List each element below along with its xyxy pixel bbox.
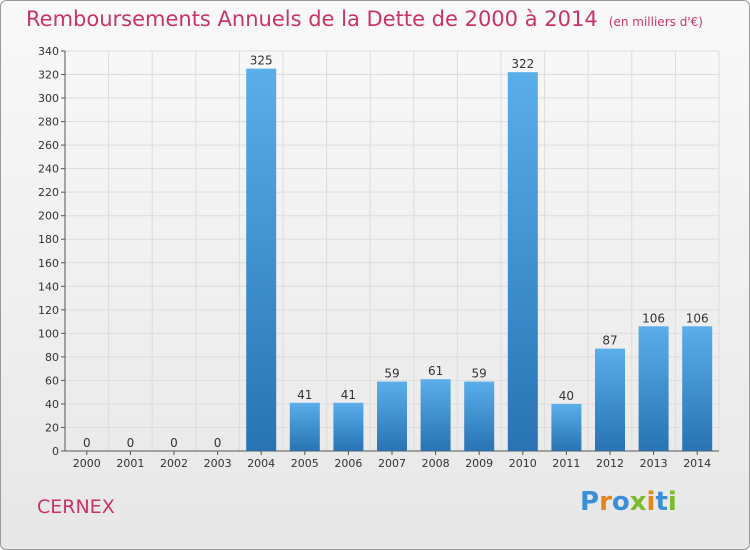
x-tick-label: 2006 xyxy=(334,457,362,470)
x-tick-label: 2012 xyxy=(596,457,624,470)
bar xyxy=(289,402,320,451)
y-tick-label: 180 xyxy=(38,233,59,246)
y-tick-label: 200 xyxy=(38,210,59,223)
y-tick-label: 120 xyxy=(38,304,59,317)
y-tick-label: 340 xyxy=(38,45,59,58)
bar xyxy=(595,348,625,451)
y-tick-label: 160 xyxy=(38,257,59,270)
y-tick-label: 20 xyxy=(45,421,59,434)
data-label: 106 xyxy=(686,311,709,325)
data-label: 59 xyxy=(384,367,399,381)
x-tick-label: 2003 xyxy=(204,457,232,470)
data-label: 41 xyxy=(341,388,356,402)
data-label: 0 xyxy=(127,436,135,450)
y-tick-label: 80 xyxy=(45,351,59,364)
logo-letter: t xyxy=(655,487,668,517)
y-tick-label: 240 xyxy=(38,163,59,176)
logo-letter: o xyxy=(611,487,630,517)
logo-letter: i xyxy=(646,487,656,517)
data-label: 61 xyxy=(428,364,443,378)
y-tick-label: 100 xyxy=(38,327,59,340)
y-tick-label: 40 xyxy=(45,398,59,411)
y-tick-label: 300 xyxy=(38,92,59,105)
x-tick-label: 2010 xyxy=(509,457,537,470)
logo-letter: P xyxy=(580,487,600,517)
proxiti-logo: Proxiti xyxy=(580,487,677,517)
commune-name: CERNEX xyxy=(37,496,115,518)
data-label: 87 xyxy=(602,334,617,348)
x-tick-label: 2014 xyxy=(683,457,711,470)
logo-letter: r xyxy=(599,487,612,517)
bar xyxy=(551,403,582,451)
bar xyxy=(507,72,538,452)
data-label: 322 xyxy=(511,57,534,71)
x-tick-label: 2008 xyxy=(422,457,450,470)
bar xyxy=(246,68,277,451)
x-tick-label: 2001 xyxy=(116,457,144,470)
y-tick-label: 140 xyxy=(38,280,59,293)
bar xyxy=(682,326,713,451)
logo-letter: i xyxy=(667,487,677,517)
data-label: 325 xyxy=(250,54,273,68)
y-tick-label: 280 xyxy=(38,116,59,129)
data-label: 40 xyxy=(559,389,574,403)
bar xyxy=(333,402,364,451)
data-label: 41 xyxy=(297,388,312,402)
chart-subtitle: (en milliers d'€) xyxy=(608,15,703,29)
bar xyxy=(420,379,451,451)
y-tick-label: 320 xyxy=(38,69,59,82)
chart-title: Remboursements Annuels de la Dette de 20… xyxy=(26,7,703,31)
bar xyxy=(638,326,669,451)
x-tick-label: 2007 xyxy=(378,457,406,470)
y-tick-label: 260 xyxy=(38,139,59,152)
y-tick-label: 220 xyxy=(38,186,59,199)
chart-title-main: Remboursements Annuels de la Dette de 20… xyxy=(26,7,598,31)
data-label: 106 xyxy=(642,311,665,325)
x-tick-label: 2009 xyxy=(465,457,493,470)
x-tick-label: 2013 xyxy=(640,457,668,470)
x-tick-label: 2005 xyxy=(291,457,319,470)
y-tick-label: 0 xyxy=(52,445,59,458)
data-label: 59 xyxy=(472,367,487,381)
x-tick-label: 2000 xyxy=(73,457,101,470)
y-tick-label: 60 xyxy=(45,374,59,387)
data-label: 0 xyxy=(83,436,91,450)
data-label: 0 xyxy=(214,436,222,450)
bar xyxy=(377,381,407,451)
data-label: 0 xyxy=(170,436,178,450)
logo-letter: x xyxy=(629,487,647,517)
x-tick-label: 2011 xyxy=(552,457,580,470)
x-tick-label: 2002 xyxy=(160,457,188,470)
bar xyxy=(464,381,495,451)
x-tick-label: 2004 xyxy=(247,457,275,470)
